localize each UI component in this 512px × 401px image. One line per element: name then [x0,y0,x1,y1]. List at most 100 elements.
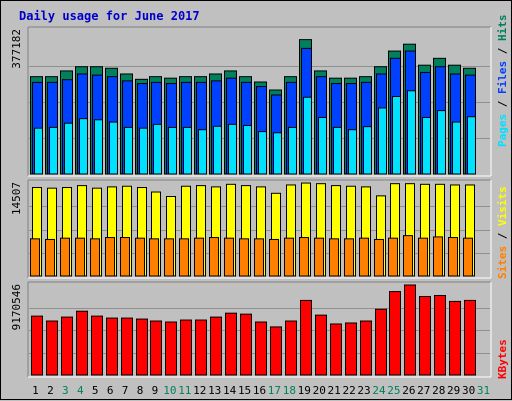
day-label-10: 10 [163,384,176,397]
bar-kbytes-day-10 [165,321,177,376]
bar-sites-day-22 [344,238,354,277]
bar-pages-day-4 [79,118,88,175]
day-label-25: 25 [387,384,400,397]
day-label-26: 26 [402,384,415,397]
day-label-21: 21 [328,384,341,397]
bar-sites-day-16 [254,238,264,277]
right-label-part: Visits [496,186,509,226]
ymax-label-kbytes: 9170546 [10,284,23,330]
day-label-24: 24 [372,384,386,397]
bar-sites-day-3 [60,237,70,277]
bar-pages-day-3 [64,122,73,175]
bar-pages-day-17 [273,132,282,175]
day-label-3: 3 [62,384,69,397]
bar-pages-day-8 [139,127,148,175]
day-label-31: 31 [477,384,490,397]
day-label-19: 19 [298,384,311,397]
bar-kbytes-day-28 [434,295,446,376]
bar-sites-day-26 [403,235,413,277]
bar-pages-day-5 [94,119,103,175]
bar-sites-day-14 [224,237,234,277]
bar-kbytes-day-26 [404,284,416,376]
bar-kbytes-day-25 [389,291,401,376]
day-label-17: 17 [268,384,281,397]
bar-pages-day-23 [363,126,372,175]
day-label-4: 4 [77,384,84,397]
bar-pages-day-19 [303,96,312,175]
day-label-20: 20 [313,384,326,397]
day-label-5: 5 [92,384,99,397]
bar-sites-day-12 [194,237,204,277]
bar-sites-day-19 [299,237,309,277]
bar-sites-day-27 [418,237,428,277]
panel-kbytes: 9170546 [10,281,492,378]
chart-title: Daily usage for June 2017 [19,9,200,23]
bar-sites-day-20 [314,237,324,277]
right-label-part: / [496,41,509,61]
right-label-part: / [496,94,509,114]
bar-pages-day-12 [198,129,207,175]
right-label-bottom: KBytes [496,339,509,379]
bar-kbytes-day-1 [31,315,43,376]
right-label-part: Hits [496,15,509,42]
right-label-part: / [496,226,509,246]
bar-pages-day-28 [437,110,446,175]
bar-pages-day-6 [109,121,118,175]
right-legend-labels: Pages / Files / Hits Sites / Visits KBytes [496,15,509,380]
bar-pages-day-27 [422,116,431,175]
bar-sites-day-28 [433,236,443,277]
day-label-12: 12 [193,384,206,397]
bar-kbytes-day-29 [449,300,461,376]
right-label-part: Sites [496,246,509,279]
day-label-15: 15 [238,384,251,397]
bar-kbytes-day-5 [91,315,103,376]
right-label-top: Pages / Files / Hits [496,15,509,148]
bar-pages-day-1 [34,127,43,175]
bar-kbytes-day-19 [300,299,312,376]
bar-pages-day-15 [243,125,252,175]
bar-pages-day-11 [183,126,192,175]
bar-sites-day-5 [90,238,100,277]
bar-pages-day-25 [392,95,401,175]
day-label-2: 2 [47,384,54,397]
bar-kbytes-day-13 [210,316,222,376]
bar-kbytes-day-15 [240,313,252,376]
right-label-part: Pages [496,114,509,147]
bar-pages-day-10 [168,126,177,175]
bar-sites-day-11 [179,238,189,277]
bar-kbytes-day-14 [225,312,237,376]
day-axis: 1 2 3 4 5 6 7 8 9 10 11 12 13 14 15 16 17 18 19 20 21 22 23 24 2… [32,384,490,397]
bar-pages-day-14 [228,123,237,175]
bar-kbytes-day-18 [285,320,297,376]
bar-kbytes-day-9 [150,320,162,376]
ymax-label-hits-files-pages: 377182 [10,29,23,69]
day-label-16: 16 [253,384,266,397]
chart-panels: 377182 14507 9170546 [10,26,492,378]
bar-kbytes-day-16 [255,321,267,376]
panel-visits-sites: 14507 [10,179,492,279]
bar-kbytes-day-20 [315,314,327,376]
bar-sites-day-30 [463,237,473,277]
bar-sites-day-1 [30,238,40,277]
bar-kbytes-day-6 [106,317,118,376]
day-label-28: 28 [432,384,445,397]
bar-pages-day-22 [348,129,357,175]
day-label-30: 30 [462,384,475,397]
day-label-29: 29 [447,384,460,397]
bar-sites-day-4 [75,237,85,277]
bar-sites-day-9 [149,238,159,277]
bar-kbytes-day-12 [195,319,207,376]
bar-kbytes-day-27 [419,295,431,376]
bar-sites-day-15 [239,238,249,277]
bar-kbytes-day-24 [375,308,387,376]
day-label-22: 22 [342,384,355,397]
bar-kbytes-day-30 [464,299,476,376]
bar-pages-day-7 [124,126,133,175]
bar-pages-day-13 [213,125,222,175]
bar-kbytes-day-4 [76,310,88,376]
day-label-9: 9 [152,384,159,397]
bar-sites-day-24 [374,238,384,277]
bar-pages-day-21 [333,126,342,175]
bar-kbytes-day-23 [360,320,372,376]
